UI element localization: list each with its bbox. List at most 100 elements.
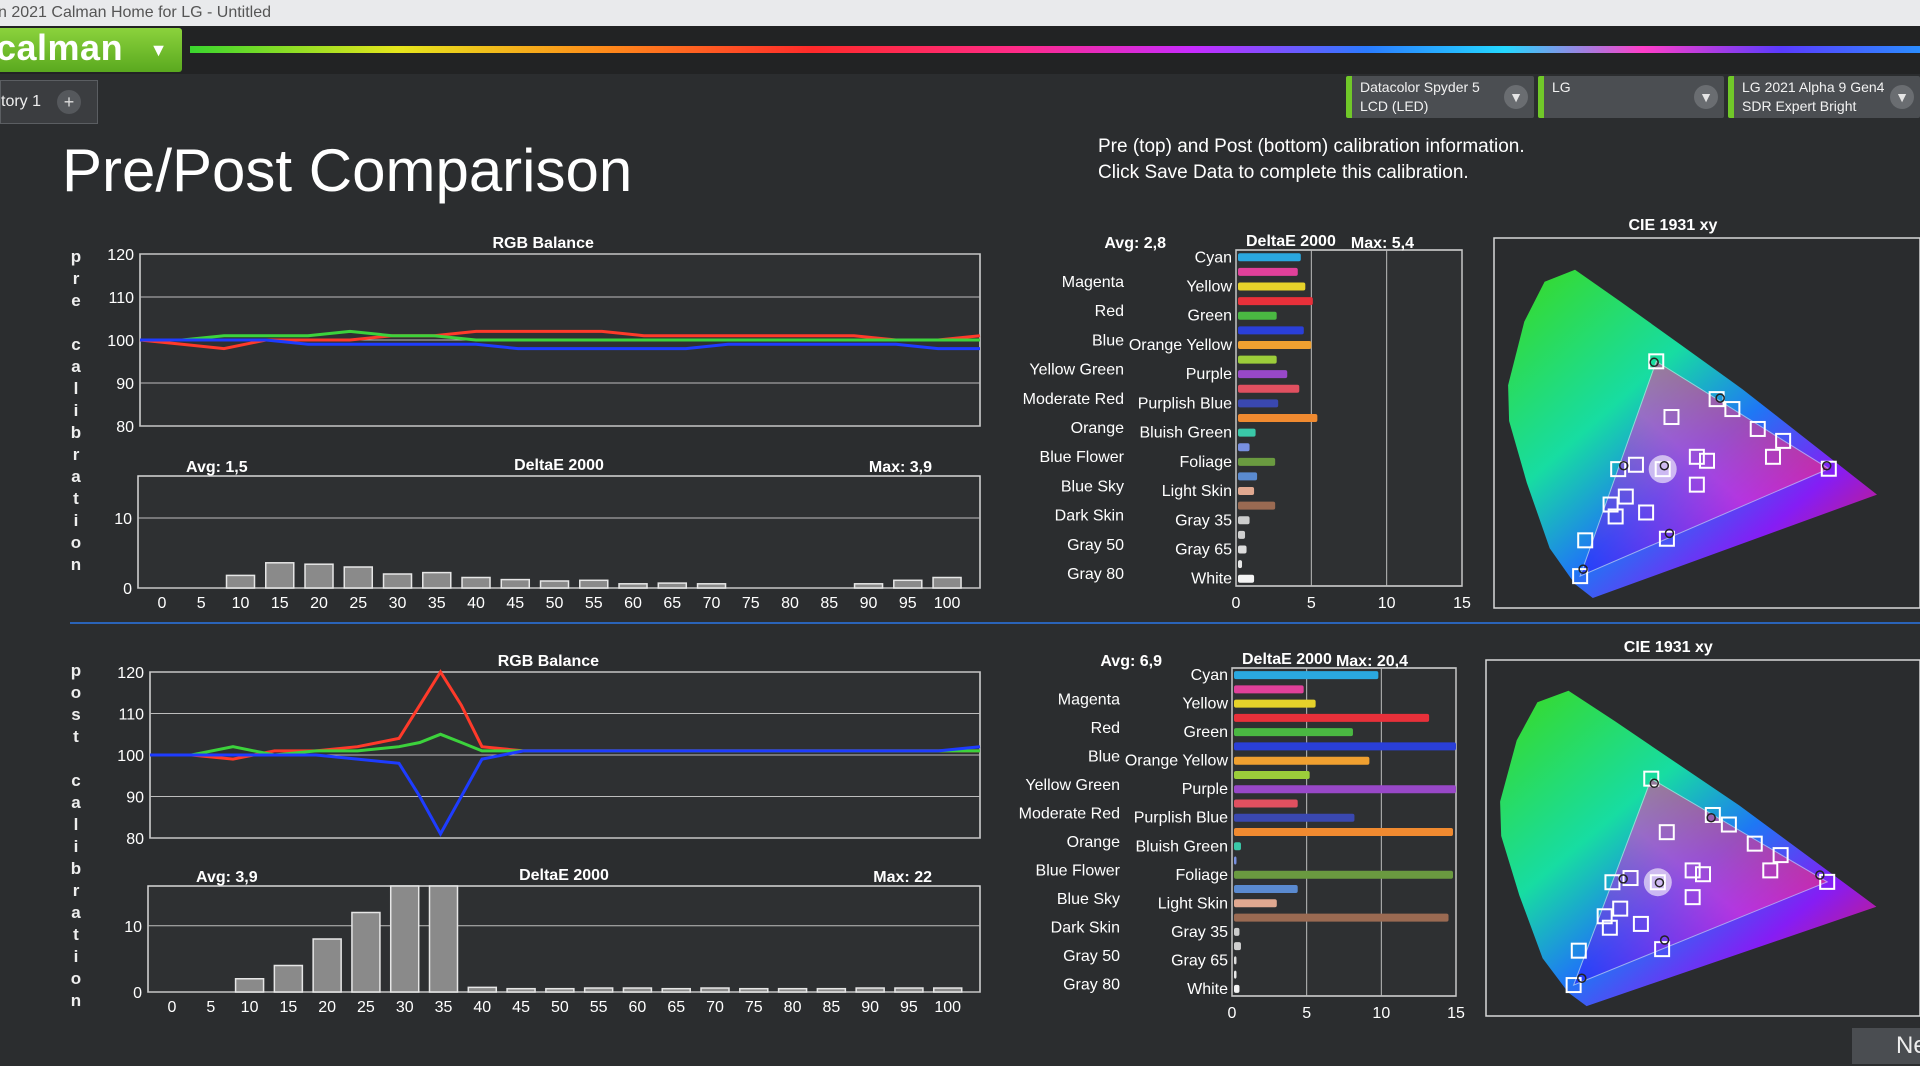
post-de-color-bar <box>1234 742 1456 751</box>
post-de-color-right-label: White <box>1187 981 1228 998</box>
pre-de-color-left-label: Gray 80 <box>1067 566 1124 583</box>
pre-de-color-left-label: Red <box>1095 303 1124 320</box>
pre-de-gray-title: DeltaE 2000 <box>514 457 604 474</box>
chevron-down-icon[interactable]: ▼ <box>1694 85 1718 109</box>
pre-de-gray-x-tick-label: 20 <box>310 595 328 612</box>
post-de-color-bar <box>1234 942 1241 951</box>
post-de-color-right-label: Cyan <box>1191 667 1228 684</box>
pre-de-gray-bar <box>893 579 923 589</box>
pre-de-gray-x-tick-label: 70 <box>703 595 721 612</box>
post-de-color-bar <box>1234 799 1298 808</box>
pre-de-gray-x-tick-label: 65 <box>663 595 681 612</box>
post-de-gray-y-tick-label: 10 <box>124 919 142 936</box>
pre-cie-measured-point <box>1659 460 1670 471</box>
section-divider <box>70 622 1920 624</box>
post-rgb-y-tick-label: 80 <box>126 831 144 848</box>
pre-de-color-right-label: White <box>1191 571 1232 588</box>
pre-de-color-bar <box>1238 355 1277 364</box>
pre-de-gray-bar <box>422 571 452 589</box>
pre-rgb-y-tick-label: 110 <box>108 290 134 307</box>
post-de-gray-y-tick-label: 0 <box>133 985 142 1002</box>
tab-history-1[interactable]: tory 1 <box>1 93 42 110</box>
display-name: LG 2021 Alpha 9 Gen4 <box>1742 79 1885 95</box>
pre-side-letter: b <box>70 423 82 442</box>
post-de-gray-title: DeltaE 2000 <box>519 867 609 884</box>
post-de-gray-bar <box>894 987 924 993</box>
pre-de-gray-x-tick-label: 75 <box>742 595 760 612</box>
post-de-color-bar <box>1234 927 1240 936</box>
pre-de-gray-bar <box>853 583 884 589</box>
post-cie-target-marker <box>1658 824 1675 841</box>
chevron-down-icon[interactable]: ▼ <box>1504 85 1528 109</box>
post-de-color-x-tick-label: 5 <box>1302 1005 1311 1022</box>
post-de-color-bar <box>1234 699 1316 708</box>
pre-de-color-left-label: Gray 50 <box>1067 537 1124 554</box>
pre-de-color-left-label: Magenta <box>1062 274 1124 291</box>
post-cie-measured-point <box>1815 870 1825 880</box>
info-text: Pre (top) and Post (bottom) calibration … <box>1098 134 1525 186</box>
post-de-color-bar <box>1234 785 1456 794</box>
post-de-color-bar <box>1234 956 1237 965</box>
pre-de-gray-bar <box>579 579 609 589</box>
pre-de-gray-max: Max: 3,9 <box>869 459 932 476</box>
pre-cie-measured-point <box>1664 528 1675 539</box>
post-de-color-x-tick-label: 15 <box>1447 1005 1465 1022</box>
post-de-gray-bar <box>389 885 420 993</box>
post-cie-target-marker <box>1622 870 1639 887</box>
pre-de-gray-x-tick-label: 100 <box>934 595 961 612</box>
post-de-gray-x-tick-label: 100 <box>934 999 961 1016</box>
post-de-color-right-label: Gray 65 <box>1171 952 1228 969</box>
pre-de-color-bar <box>1238 574 1255 583</box>
info-line-2: Click Save Data to complete this calibra… <box>1098 162 1469 183</box>
pre-cie-target-marker <box>1627 456 1644 473</box>
post-cie-target-marker <box>1695 866 1711 883</box>
post-de-gray-bar <box>467 986 498 993</box>
pre-de-color-x-tick-label: 15 <box>1453 595 1471 612</box>
logo-text: calman <box>0 27 124 68</box>
pre-de-color-bar <box>1238 414 1318 422</box>
post-de-gray-x-tick-label: 85 <box>822 999 840 1016</box>
pre-de-color-bar <box>1238 472 1258 481</box>
pre-de-color-right-label: Bluish Green <box>1140 425 1233 442</box>
pre-de-color-bar <box>1238 267 1298 276</box>
post-de-color-right-label: Purple <box>1182 781 1228 798</box>
pre-cie-measured-point <box>1618 460 1629 471</box>
post-de-color-bar <box>1234 685 1304 694</box>
display-selector[interactable]: LG 2021 Alpha 9 Gen4 SDR Expert Bright ▼ <box>1728 76 1920 118</box>
pre-de-color-bar <box>1238 370 1288 379</box>
pre-de-color-left-label: Blue <box>1092 332 1124 349</box>
pre-de-color-right-label: Cyan <box>1195 249 1232 266</box>
pre-de-color-right-label: Gray 65 <box>1175 541 1232 558</box>
post-de-gray-x-tick-label: 40 <box>473 999 491 1016</box>
next-button[interactable]: Next <box>1852 1028 1920 1064</box>
post-side-letter: b <box>70 859 82 878</box>
pre-de-gray-y-tick-label: 10 <box>114 511 132 528</box>
post-cie-measured-point <box>1654 877 1665 888</box>
post-de-gray-x-tick-label: 90 <box>861 999 879 1016</box>
pre-cie-title: CIE 1931 xy <box>1628 217 1717 234</box>
workflow-tabs: tory 1 + <box>0 80 98 124</box>
pre-de-gray-bar <box>657 582 688 589</box>
chevron-down-icon[interactable]: ▼ <box>1890 85 1914 109</box>
post-side-letter: t <box>73 727 79 746</box>
rainbow-bar <box>190 46 1920 53</box>
pre-cie-target-marker <box>1724 401 1741 418</box>
pre-de-gray-x-tick-label: 95 <box>899 595 917 612</box>
source-selector[interactable]: LG ▼ <box>1538 76 1724 118</box>
chevron-down-icon: ▼ <box>149 40 168 60</box>
calman-logo-menu[interactable]: calman ▼ <box>0 27 182 72</box>
post-de-color-left-label: Blue Sky <box>1057 891 1120 908</box>
pre-de-gray-x-tick-label: 10 <box>232 595 250 612</box>
pre-de-color-right-label: Yellow <box>1186 279 1232 296</box>
post-side-letter: c <box>71 771 81 790</box>
post-de-color-left-label: Blue <box>1088 748 1120 765</box>
post-de-color-x-tick-label: 10 <box>1372 1005 1390 1022</box>
pre-side-letter: r <box>72 445 80 464</box>
meter-selector[interactable]: Datacolor Spyder 5 LCD (LED) ▼ <box>1346 76 1534 118</box>
pre-de-color-left-label: Dark Skin <box>1055 508 1124 525</box>
post-de-color-right-label: Light Skin <box>1158 895 1228 912</box>
post-de-color-left-label: Gray 50 <box>1063 948 1120 965</box>
post-de-color-left-label: Moderate Red <box>1019 805 1120 822</box>
post-de-gray-x-tick-label: 55 <box>590 999 608 1016</box>
add-tab-button[interactable]: + <box>57 90 81 114</box>
